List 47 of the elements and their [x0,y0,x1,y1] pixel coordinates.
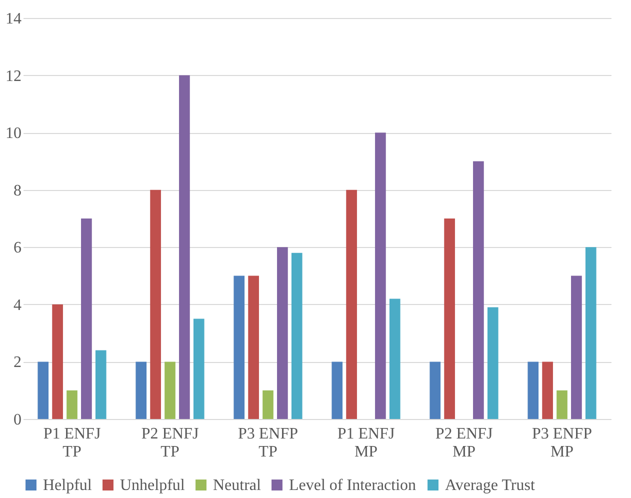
y-tick-label: 2 [14,354,22,372]
bar [571,276,582,419]
bar [164,362,176,419]
x-tick-label: P3 ENFP MP [532,426,592,460]
legend-label: Level of Interaction [289,477,416,494]
bar [81,218,92,419]
legend-label: Unhelpful [120,477,186,494]
bar [179,75,190,419]
x-tick-label: P1 ENFJ TP [43,426,101,460]
y-tick-label: 12 [6,68,22,85]
bar [150,190,161,419]
bar [473,161,484,419]
bar [66,390,78,419]
bar [430,362,441,419]
bar [375,132,386,419]
bar [487,307,498,419]
bar [277,247,288,419]
bar [346,190,357,419]
bar [528,362,539,419]
x-tick-label: P1 ENFJ MP [337,426,395,460]
x-tick-label: P2 ENFJ MP [435,426,493,460]
y-tick-label: 4 [14,296,22,314]
bar [556,390,568,419]
bar [585,247,596,419]
legend-label: Average Trust [445,477,536,494]
bar [38,362,49,419]
bar [291,252,302,419]
bar [444,218,455,419]
bar [234,276,245,419]
bar [332,362,343,419]
bar [193,318,204,419]
bar [389,298,400,419]
y-tick-label: 14 [6,10,22,28]
bar [542,362,553,419]
y-tick-label: 0 [14,412,22,428]
legend-label: Neutral [213,477,262,494]
bar [95,350,106,419]
y-tick-label: 10 [6,125,22,142]
x-tick-label: P2 ENFJ TP [141,426,199,460]
bar [136,362,147,419]
bar [248,276,259,419]
y-tick-label: 8 [14,182,22,200]
legend-label: Helpful [43,477,92,494]
x-tick-label: P3 ENFP TP [238,426,298,460]
bar [262,390,274,419]
y-tick-label: 6 [14,240,22,257]
bar [52,304,63,419]
